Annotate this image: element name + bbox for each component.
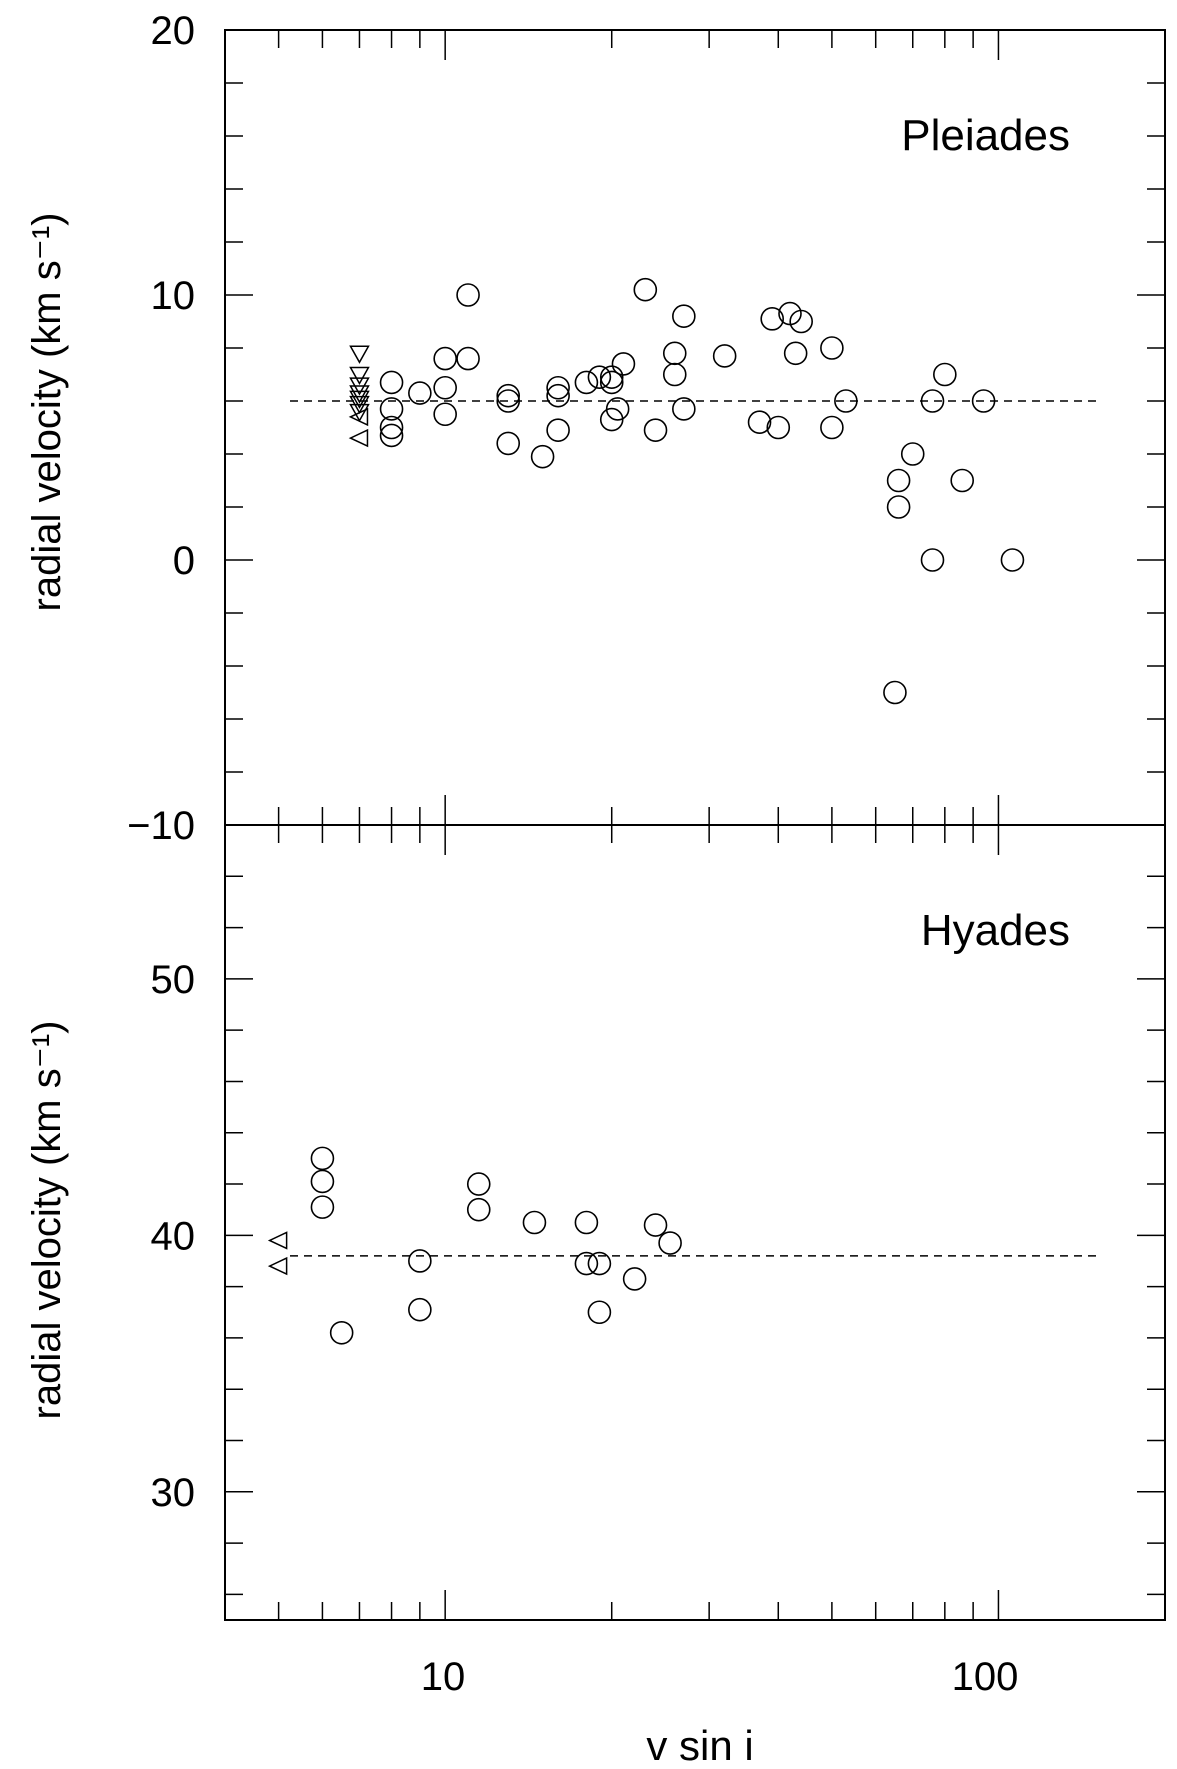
hyades-y-tick-label: 50: [151, 958, 196, 1002]
hyades-data-point: [643, 1213, 668, 1237]
pleiades-data-point: [408, 381, 432, 405]
pleiades-data-point: [546, 375, 570, 400]
pleiades-upper-limit-marker: [349, 390, 370, 409]
hyades-data-point: [329, 1320, 354, 1345]
hyades-data-points: [267, 1146, 682, 1345]
hyades-data-point: [574, 1210, 599, 1235]
pleiades-data-point: [672, 304, 696, 329]
hyades-axis-ticks: [224, 824, 1166, 1620]
hyades-data-point: [587, 1300, 612, 1325]
pleiades-data-point: [599, 365, 624, 389]
hyades-panel: 30 40 50 Hyades radial velocity (km s⁻¹): [25, 824, 1166, 1621]
pleiades-data-point: [599, 370, 624, 395]
hyades-y-tick-label: 40: [151, 1214, 196, 1258]
pleiades-data-point: [379, 370, 404, 395]
pleiades-data-point: [456, 346, 480, 371]
pleiades-data-point: [496, 431, 521, 456]
pleiades-data-point: [530, 444, 555, 469]
pleiades-panel-label: Pleiades: [901, 111, 1070, 160]
pleiades-y-tick-label: 0: [173, 539, 195, 583]
hyades-limit-marker: [267, 1231, 288, 1250]
pleiades-data-point: [950, 468, 975, 493]
pleiades-data-point: [900, 442, 925, 466]
hyades-data-point: [587, 1251, 612, 1276]
pleiades-data-point: [883, 680, 907, 705]
hyades-data-point: [466, 1172, 491, 1196]
x-axis-tick-labels: 10 100: [421, 1655, 1019, 1699]
pleiades-data-point: [605, 397, 630, 421]
hyades-data-point: [622, 1267, 647, 1291]
hyades-data-point: [466, 1197, 491, 1222]
hyades-panel-label: Hyades: [921, 906, 1070, 955]
pleiades-data-point: [820, 415, 844, 440]
pleiades-data-point: [760, 307, 784, 331]
pleiades-data-point: [379, 397, 404, 421]
pleiades-upper-limit-marker: [349, 366, 370, 386]
pleiades-data-point: [433, 402, 457, 427]
pleiades-data-point: [662, 362, 687, 387]
pleiades-data-point: [496, 389, 521, 413]
hyades-data-point: [522, 1210, 547, 1235]
pleiades-data-point: [783, 341, 808, 366]
x-axis-label: v sin i: [646, 1722, 753, 1769]
pleiades-y-tick-labels: −10 0 10 20: [127, 9, 195, 848]
pleiades-data-point: [834, 389, 858, 413]
pleiades-data-point: [456, 283, 480, 307]
pleiades-data-point: [433, 346, 457, 371]
pleiades-data-point: [933, 362, 957, 387]
hyades-data-point: [658, 1231, 682, 1255]
pleiades-data-point: [971, 389, 996, 413]
pleiades-data-point: [379, 423, 404, 448]
hyades-data-point: [310, 1169, 335, 1194]
pleiades-data-point: [496, 383, 521, 408]
hyades-y-tick-labels: 30 40 50: [151, 958, 196, 1515]
pleiades-y-tick-label: 20: [151, 9, 196, 53]
x-tick-label-100: 100: [952, 1655, 1019, 1699]
hyades-y-tick-label: 30: [151, 1471, 196, 1515]
hyades-limit-marker: [267, 1256, 288, 1276]
pleiades-data-point: [546, 383, 570, 408]
pleiades-limit-marker: [348, 407, 369, 427]
pleiades-data-point: [633, 277, 658, 302]
pleiades-upper-limit-marker: [349, 403, 370, 423]
pleiades-upper-limit-marker: [349, 385, 370, 404]
hyades-y-axis-label: radial velocity (km s⁻¹): [25, 1021, 69, 1420]
pleiades-data-point: [672, 397, 696, 421]
hyades-data-point: [310, 1195, 335, 1219]
pleiades-data-point: [662, 341, 687, 366]
hyades-plot-frame: [224, 824, 1166, 1621]
pleiades-data-point: [886, 495, 911, 519]
hyades-data-point: [574, 1251, 599, 1276]
pleiades-data-point: [747, 410, 772, 435]
pleiades-data-point: [379, 415, 404, 440]
pleiades-y-tick-label: 10: [151, 274, 196, 318]
x-tick-label-10: 10: [421, 1655, 466, 1699]
pleiades-y-axis-label: radial velocity (km s⁻¹): [25, 213, 69, 612]
pleiades-y-tick-label: −10: [127, 804, 195, 848]
pleiades-data-point: [766, 415, 791, 440]
pleiades-data-point: [712, 344, 737, 368]
pleiades-limit-marker: [348, 428, 369, 448]
pleiades-data-point: [920, 548, 945, 572]
pleiades-data-point: [643, 418, 668, 442]
pleiades-axis-ticks: [224, 29, 1166, 826]
pleiades-data-point: [587, 365, 612, 389]
pleiades-data-point: [1000, 548, 1025, 572]
hyades-data-point: [408, 1297, 432, 1322]
pleiades-data-point: [546, 418, 570, 442]
pleiades-data-point: [574, 370, 599, 395]
pleiades-data-point: [920, 389, 945, 413]
pleiades-data-point: [433, 375, 457, 400]
pleiades-data-point: [789, 309, 813, 334]
pleiades-panel: −10 0 10 20 Pleiades radial velocity (km s⁻…: [25, 9, 1166, 848]
pleiades-upper-limit-marker: [349, 345, 370, 364]
hyades-data-point: [310, 1146, 335, 1171]
hyades-data-point: [408, 1249, 432, 1273]
pleiades-data-point: [611, 352, 636, 376]
pleiades-data-point: [820, 336, 844, 360]
pleiades-data-points: [348, 277, 1025, 705]
pleiades-data-point: [886, 468, 911, 493]
